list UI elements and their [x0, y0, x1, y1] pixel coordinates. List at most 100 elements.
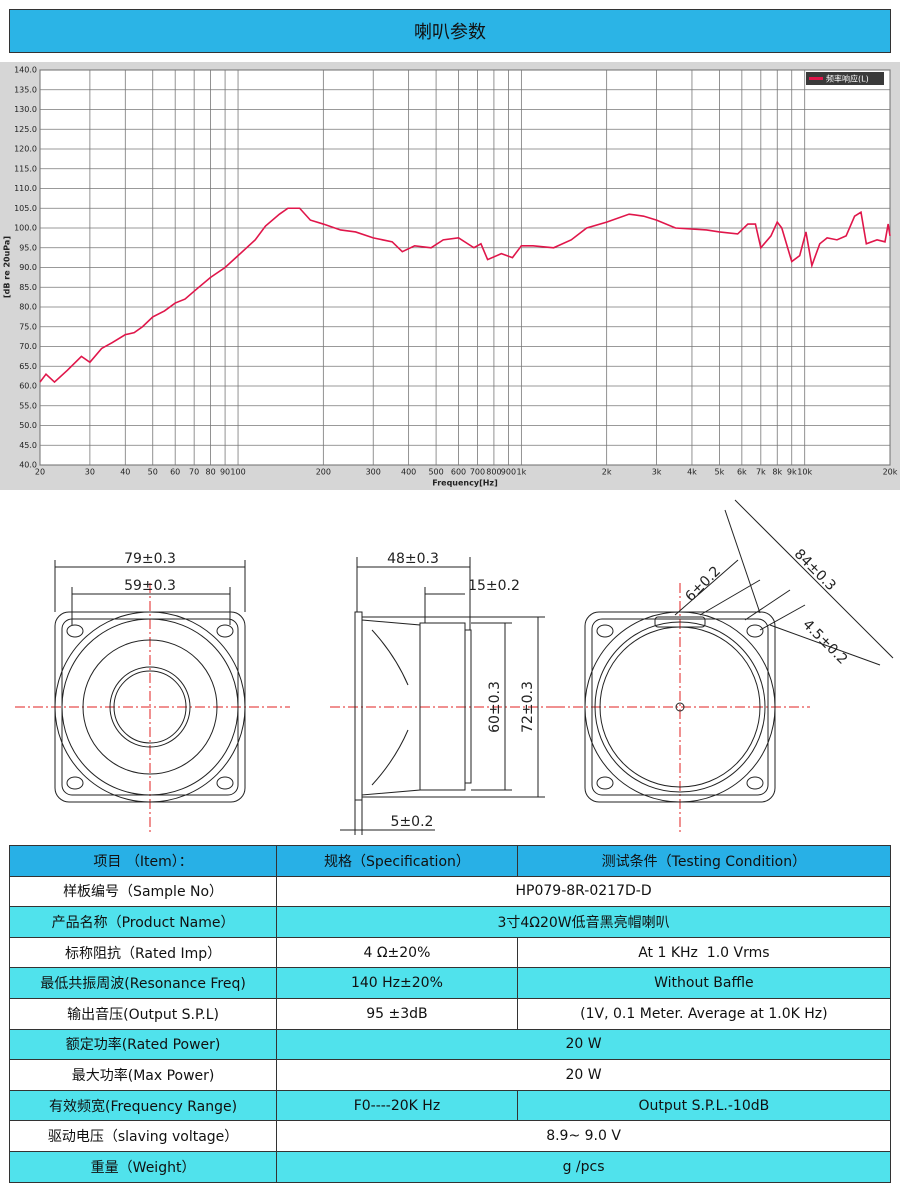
dim-side-magnet-dia: 60±0.3 — [487, 681, 503, 733]
table-cell: 产品名称（Product Name） — [8, 906, 278, 938]
table-cell: g /pcs — [276, 1150, 891, 1183]
table-cell: F0----20K Hz — [276, 1089, 518, 1122]
x-tick-label: 100 — [230, 468, 245, 477]
x-tick-label: 60 — [170, 468, 180, 477]
table-cell: 最低共振周波(Resonance Freq) — [8, 967, 278, 999]
table-cell: 8.9~ 9.0 V — [276, 1120, 891, 1152]
x-tick-label: 10k — [797, 468, 812, 477]
x-tick-label: 8k — [772, 468, 782, 477]
title-banner: 喇叭参数 — [9, 9, 891, 53]
x-tick-label: 20k — [883, 468, 898, 477]
y-tick-label: 70.0 — [19, 342, 37, 351]
dim-back-hole: 4.5±0.2 — [799, 617, 850, 668]
y-tick-label: 105.0 — [14, 204, 37, 213]
table-cell: 3寸4Ω20W低音黑亮帽喇叭 — [276, 906, 891, 938]
front-view — [54, 560, 246, 803]
x-tick-label: 9k — [787, 468, 797, 477]
dim-back-terminal: 6±0.2 — [682, 563, 724, 605]
x-tick-label: 300 — [366, 468, 381, 477]
table-cell: 标称阻抗（Rated Imp） — [8, 936, 278, 969]
table-cell: 驱动电压（slaving voltage） — [8, 1120, 278, 1152]
table-row: 产品名称（Product Name） 3寸4Ω20W低音黑亮帽喇叭 — [8, 906, 891, 938]
dim-front-inner: 59±0.3 — [124, 578, 176, 594]
x-tick-label: 900 — [501, 468, 516, 477]
y-tick-label: 125.0 — [14, 125, 37, 134]
x-tick-label: 50 — [148, 468, 158, 477]
x-tick-label: 800 — [486, 468, 501, 477]
series-line — [39, 207, 891, 384]
y-tick-label: 75.0 — [19, 322, 37, 331]
y-tick-label: 65.0 — [19, 362, 37, 371]
x-tick-label: 40 — [120, 468, 130, 477]
table-cell: Without Baffle — [516, 967, 892, 999]
x-tick-label: 200 — [316, 468, 331, 477]
table-row: 有效频宽(Frequency Range) F0----20K Hz Output … — [8, 1089, 892, 1122]
table-row: 样板编号（Sample No） HP079-8R-0217D-D — [8, 875, 891, 908]
y-tick-label: 135.0 — [14, 85, 37, 94]
legend-label: 频率响应(L) — [826, 74, 869, 84]
table-cell: Output S.P.L.-10dB — [516, 1089, 892, 1122]
table-cell: 20 W — [276, 1028, 891, 1061]
x-axis-label: Frequency[Hz] — [432, 479, 498, 488]
table-cell: 输出音压(Output S.P.L) — [8, 997, 278, 1030]
dim-side-magnet: 15±0.2 — [468, 578, 520, 594]
x-tick-label: 2k — [602, 468, 612, 477]
dim-back-diagonal: 84±0.3 — [791, 546, 839, 594]
x-tick-label: 70 — [189, 468, 199, 477]
header-row: 项目 （Item）： 规格（Specification） 测试条件（Testing … — [8, 845, 892, 877]
table-row: 输出音压(Output S.P.L) 95 ±3dB (1V, 0.1 Meter.… — [8, 997, 892, 1030]
table-cell: 有效频宽(Frequency Range) — [8, 1089, 278, 1122]
dim-side-depth: 48±0.3 — [387, 551, 439, 567]
table-cell: 样板编号（Sample No） — [8, 875, 278, 908]
y-tick-label: 45.0 — [19, 441, 37, 450]
x-tick-label: 4k — [687, 468, 697, 477]
header-cell: 测试条件（Testing Condition） — [516, 845, 892, 877]
y-tick-label: 80.0 — [19, 303, 37, 312]
table-cell: (1V, 0.1 Meter. Average at 1.0K Hz) — [516, 997, 892, 1030]
table-row: 驱动电压（slaving voltage） 8.9~ 9.0 V — [8, 1120, 891, 1152]
table-cell: HP079-8R-0217D-D — [276, 875, 891, 908]
dim-side-frame: 72±0.3 — [520, 681, 536, 733]
x-tick-label: 400 — [401, 468, 416, 477]
x-tick-label: 1k — [517, 468, 527, 477]
drawings: 79±0.3 59±0.3 48±0.3 15±0.2 60±0.3 72±0.… — [15, 499, 894, 835]
x-tick-label: 30 — [85, 468, 95, 477]
y-tick-label: 50.0 — [19, 421, 37, 430]
x-tick-label: 90 — [220, 468, 230, 477]
y-tick-label: 140.0 — [14, 66, 37, 75]
x-tick-label: 700 — [470, 468, 485, 477]
table-cell: 4 Ω±20% — [276, 936, 518, 969]
table-row: 额定功率(Rated Power) 20 W — [8, 1028, 891, 1061]
x-tick-label: 3k — [652, 468, 662, 477]
x-tick-label: 6k — [737, 468, 747, 477]
y-tick-label: 60.0 — [19, 382, 37, 391]
y-tick-label: 100.0 — [14, 224, 37, 233]
table-row: 最低共振周波(Resonance Freq) 140 Hz±20% Without … — [8, 967, 892, 999]
dim-side-flange: 5±0.2 — [391, 814, 434, 830]
y-tick-label: 115.0 — [14, 164, 37, 173]
table-cell: 140 Hz±20% — [276, 967, 518, 999]
legend-swatch — [809, 77, 823, 80]
x-tick-label: 500 — [428, 468, 443, 477]
y-tick-label: 95.0 — [19, 243, 37, 252]
side-view — [340, 557, 545, 835]
x-tick-label: 20 — [35, 468, 45, 477]
table-cell: 最大功率(Max Power) — [8, 1059, 278, 1091]
y-tick-label: 130.0 — [14, 105, 37, 114]
center-lines — [15, 583, 810, 835]
y-tick-label: 110.0 — [14, 184, 37, 193]
table-cell: 20 W — [276, 1059, 891, 1091]
table-cell: 重量（Weight） — [8, 1150, 278, 1183]
table-row: 重量（Weight） g /pcs — [8, 1150, 891, 1183]
header-cell: 规格（Specification） — [276, 845, 518, 877]
dim-front-outer: 79±0.3 — [124, 551, 176, 567]
y-tick-label: 55.0 — [19, 401, 37, 410]
y-tick-label: 120.0 — [14, 145, 37, 154]
y-tick-label: 40.0 — [19, 461, 37, 470]
spec-table: 项目 （Item）： 规格（Specification） 测试条件（Testing … — [8, 845, 892, 1183]
table-row: 标称阻抗（Rated Imp） 4 Ω±20% At 1 KHz 1.0 Vrms — [8, 936, 892, 969]
table-cell: 额定功率(Rated Power) — [8, 1028, 278, 1061]
y-tick-label: 85.0 — [19, 283, 37, 292]
x-tick-label: 7k — [756, 468, 766, 477]
